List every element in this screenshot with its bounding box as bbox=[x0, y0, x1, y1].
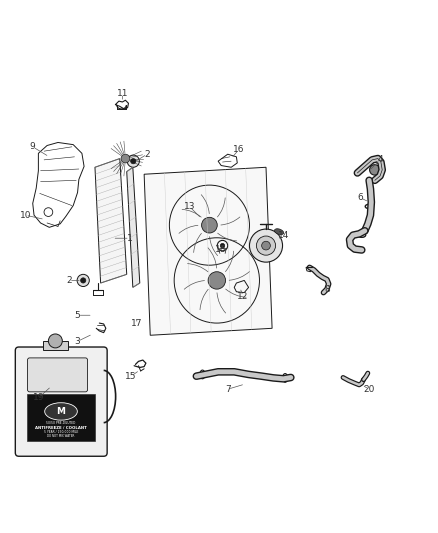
Text: 7: 7 bbox=[225, 385, 230, 394]
Circle shape bbox=[121, 154, 130, 163]
Text: 2: 2 bbox=[66, 276, 72, 285]
Circle shape bbox=[220, 244, 225, 248]
Text: M: M bbox=[57, 407, 66, 416]
Text: ANTIFREEZE / COOLANT: ANTIFREEZE / COOLANT bbox=[35, 425, 87, 430]
Polygon shape bbox=[144, 167, 272, 335]
Text: 4: 4 bbox=[377, 156, 383, 164]
FancyBboxPatch shape bbox=[28, 358, 88, 392]
Text: 12: 12 bbox=[237, 292, 249, 301]
Text: 20: 20 bbox=[364, 385, 375, 394]
Ellipse shape bbox=[45, 403, 78, 420]
Circle shape bbox=[81, 278, 86, 283]
Text: 1: 1 bbox=[127, 233, 133, 243]
Bar bbox=[27, 393, 95, 441]
FancyBboxPatch shape bbox=[15, 347, 107, 456]
Circle shape bbox=[131, 158, 136, 164]
Bar bbox=[43, 341, 68, 351]
Circle shape bbox=[261, 241, 270, 250]
Text: 8: 8 bbox=[324, 285, 330, 294]
Text: 18: 18 bbox=[215, 246, 227, 254]
Text: 2: 2 bbox=[145, 150, 150, 159]
Text: 15: 15 bbox=[125, 372, 137, 381]
Circle shape bbox=[256, 236, 276, 255]
Circle shape bbox=[77, 274, 89, 287]
Text: 10: 10 bbox=[20, 211, 31, 220]
Polygon shape bbox=[127, 167, 140, 287]
Text: 3: 3 bbox=[74, 337, 81, 346]
Text: 6: 6 bbox=[357, 193, 364, 202]
Text: 5: 5 bbox=[74, 311, 81, 320]
Text: 17: 17 bbox=[131, 319, 143, 328]
Text: 19: 19 bbox=[33, 393, 44, 402]
Text: 14: 14 bbox=[278, 231, 289, 240]
Text: DO NOT MIX WATER: DO NOT MIX WATER bbox=[47, 434, 75, 438]
Circle shape bbox=[370, 165, 380, 175]
Circle shape bbox=[48, 334, 62, 348]
Circle shape bbox=[127, 155, 139, 167]
Text: 50/50 PRE-DILUTED: 50/50 PRE-DILUTED bbox=[46, 421, 76, 425]
Text: 16: 16 bbox=[233, 146, 244, 155]
Circle shape bbox=[201, 217, 217, 233]
Circle shape bbox=[208, 272, 226, 289]
Ellipse shape bbox=[275, 229, 284, 235]
Polygon shape bbox=[95, 158, 127, 283]
Text: 5 YEAR / 150,000 MILE: 5 YEAR / 150,000 MILE bbox=[44, 430, 78, 434]
Text: 13: 13 bbox=[184, 202, 195, 211]
Text: 9: 9 bbox=[30, 142, 35, 151]
Text: 11: 11 bbox=[117, 89, 128, 98]
Circle shape bbox=[250, 229, 283, 262]
